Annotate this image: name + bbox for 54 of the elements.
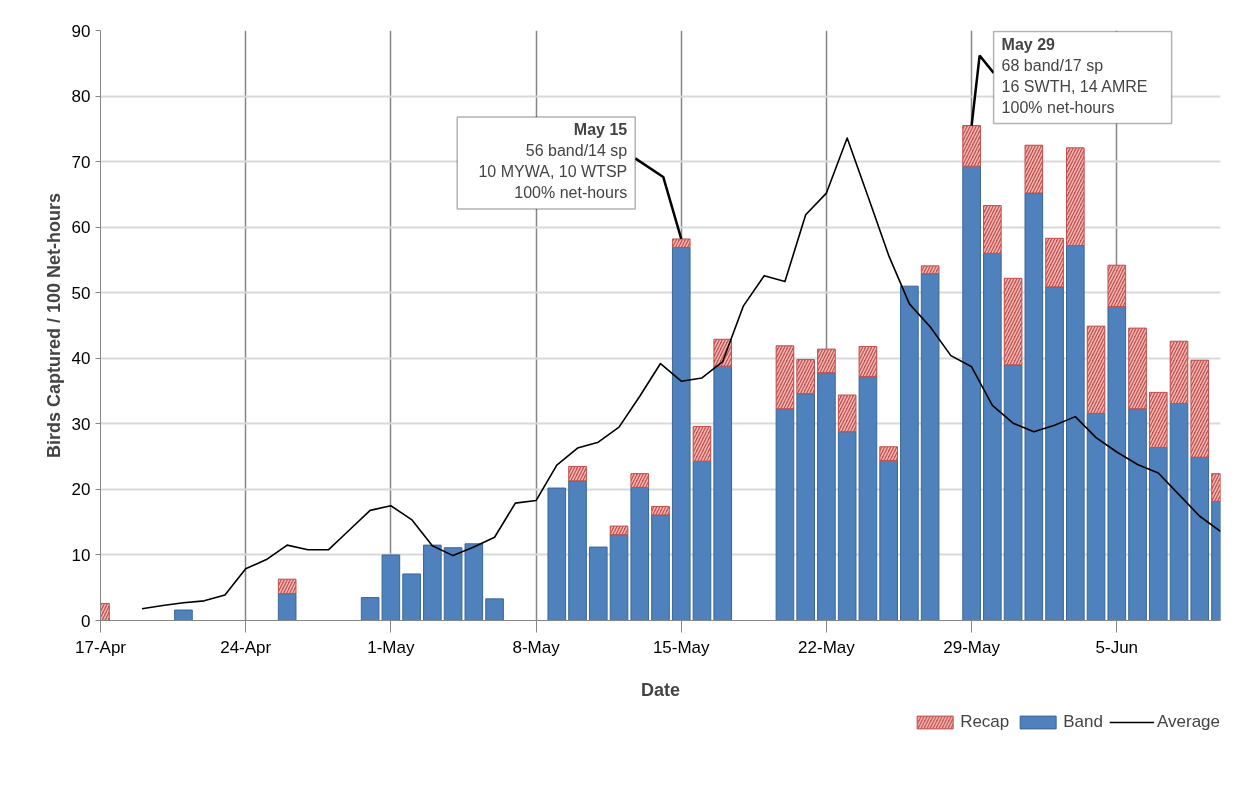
bar [796, 393, 815, 621]
bar [920, 273, 940, 621]
x-tick-label: 1-May [367, 637, 415, 657]
bar [651, 514, 670, 621]
x-tick-label: 29-May [943, 637, 1001, 657]
bar [1148, 446, 1168, 621]
x-tick-label: 5-Jun [1095, 637, 1139, 657]
annotation: May 29 68 band/17 sp 16 SWTH, 14 AMRE 100% net-hours [1001, 35, 1148, 116]
bar [1045, 286, 1064, 621]
bar [174, 609, 193, 621]
x-tick-label: 8-May [512, 637, 561, 657]
bar [879, 460, 898, 621]
bar [609, 534, 629, 621]
bar [1128, 408, 1147, 621]
bar [671, 246, 691, 621]
bar [713, 365, 733, 621]
y-tick-label: 60 [71, 218, 91, 238]
bar [962, 165, 981, 621]
y-tick-label: 10 [71, 545, 91, 565]
legend-label: Average [1156, 712, 1220, 732]
bar [402, 573, 421, 621]
x-axis-title: Date [640, 679, 681, 700]
y-tick-label: 20 [71, 480, 91, 500]
bar [485, 598, 504, 621]
bar [1190, 456, 1210, 621]
x-tick-label: 24-Apr [220, 637, 272, 657]
annotation: May 15 56 band/14 sp 10 MYWA, 10 WTSP 100% net-hours [478, 120, 628, 201]
bar [817, 372, 836, 621]
x-tick-label: 22-May [798, 637, 856, 657]
x-tick-label: 15-May [652, 637, 711, 657]
bar [1066, 245, 1085, 621]
bar [692, 460, 712, 621]
bar [630, 486, 650, 621]
y-tick-label: 50 [71, 283, 91, 303]
bar [277, 593, 297, 621]
y-tick-label: 70 [71, 152, 91, 172]
line-series [141, 137, 1221, 610]
bar [568, 480, 587, 621]
y-axis-title: Birds Captured / 100 Net-hours [43, 192, 64, 459]
y-tick-label: 0 [81, 611, 91, 631]
y-tick-label: 80 [71, 87, 91, 107]
bar [547, 487, 567, 621]
bar [983, 252, 1002, 621]
legend-label: Recap [960, 712, 1010, 732]
bar [900, 285, 919, 621]
y-tick-label: 30 [71, 414, 91, 434]
x-tick-label: 17-Apr [74, 637, 127, 657]
bar [588, 546, 608, 621]
bar [775, 408, 795, 621]
bar [1169, 403, 1189, 621]
y-tick-label: 90 [71, 21, 91, 41]
legend-label: Band [1063, 712, 1103, 732]
bar [423, 544, 442, 621]
y-tick-label: 40 [71, 349, 91, 369]
